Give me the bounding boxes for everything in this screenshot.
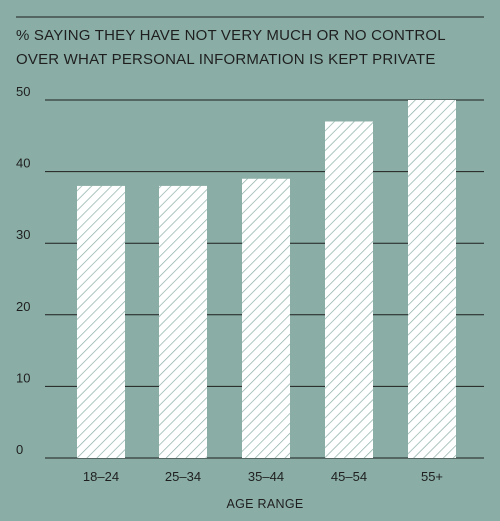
x-tick-label: 45–54 bbox=[331, 469, 367, 484]
bar-3 bbox=[325, 121, 373, 458]
bars bbox=[77, 100, 456, 459]
x-tick-label: 18–24 bbox=[83, 469, 119, 484]
y-tick-label: 0 bbox=[16, 442, 23, 457]
y-axis-ticks: 0 10 20 30 40 50 bbox=[16, 84, 30, 457]
x-tick-label: 55+ bbox=[421, 469, 443, 484]
chart-title-line-1: % SAYING THEY HAVE NOT VERY MUCH OR NO C… bbox=[16, 27, 446, 44]
y-tick-label: 30 bbox=[16, 227, 30, 242]
bar-2 bbox=[242, 178, 290, 458]
x-axis-label: AGE RANGE bbox=[226, 497, 303, 511]
bar-4 bbox=[408, 100, 456, 458]
x-tick-label: 35–44 bbox=[248, 469, 284, 484]
y-tick-label: 50 bbox=[16, 84, 30, 99]
bar-0 bbox=[77, 185, 125, 459]
y-tick-label: 10 bbox=[16, 370, 30, 385]
x-tick-label: 25–34 bbox=[165, 469, 201, 484]
chart-title-line-2: OVER WHAT PERSONAL INFORMATION IS KEPT P… bbox=[16, 51, 436, 68]
y-tick-label: 40 bbox=[16, 156, 30, 171]
x-axis-ticks: 18–24 25–34 35–44 45–54 55+ bbox=[83, 469, 443, 484]
bar-1 bbox=[159, 185, 207, 459]
y-tick-label: 20 bbox=[16, 299, 30, 314]
